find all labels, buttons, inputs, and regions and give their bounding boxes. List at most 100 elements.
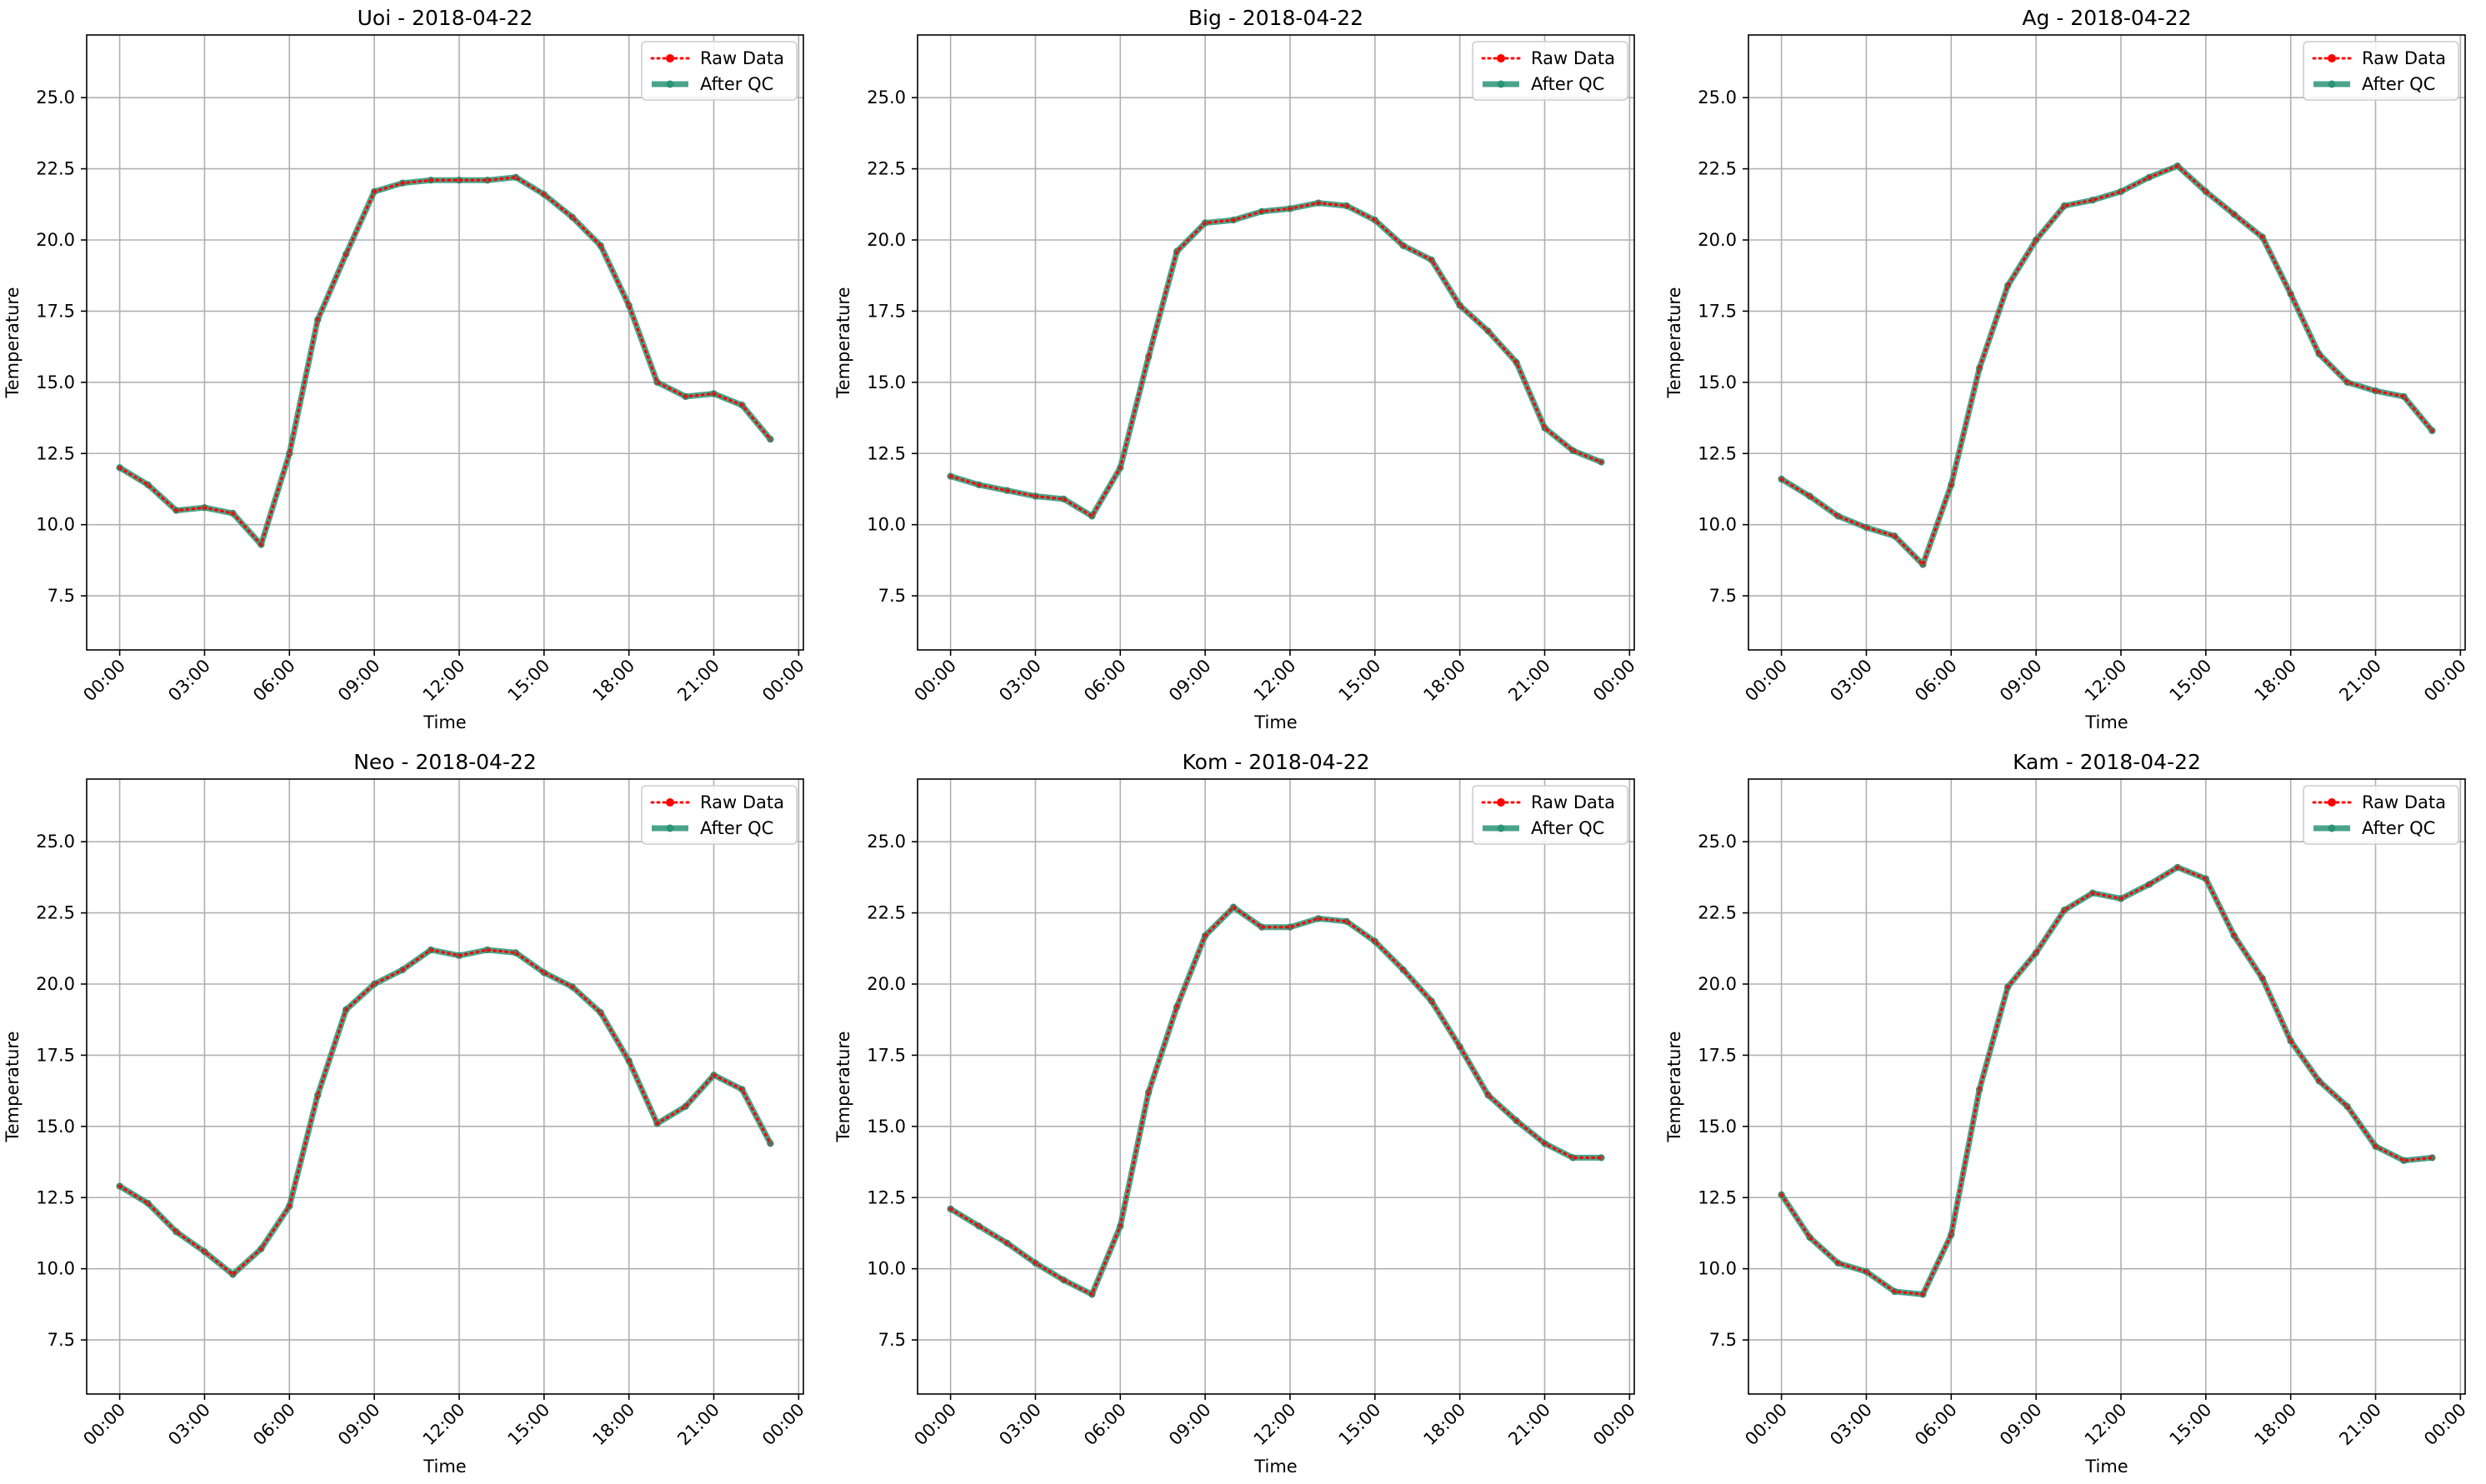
raw-data-point xyxy=(428,947,434,953)
legend: Raw Data After QC xyxy=(2303,785,2459,845)
raw-data-point xyxy=(399,180,406,187)
x-tick-label: 00:00 xyxy=(1741,1400,1791,1450)
x-tick-label: 21:00 xyxy=(1504,656,1554,706)
x-tick-label: 03:00 xyxy=(995,656,1045,706)
raw-data-point xyxy=(1891,532,1898,539)
raw-data-point xyxy=(626,1057,633,1064)
raw-data-point xyxy=(1117,464,1123,471)
raw-data-point xyxy=(399,967,406,973)
legend-qc-marker xyxy=(666,80,674,88)
raw-data-point xyxy=(1457,302,1463,309)
legend-qc-marker xyxy=(2328,80,2336,88)
raw-data-point xyxy=(1230,217,1237,223)
raw-data-point xyxy=(2203,188,2209,195)
raw-data-point xyxy=(1863,524,1869,531)
legend-qc-label: After QC xyxy=(2362,818,2435,838)
legend: Raw Data After QC xyxy=(1472,785,1628,845)
raw-data-point xyxy=(2231,211,2238,217)
raw-data-point xyxy=(569,983,576,990)
raw-data-point xyxy=(1145,353,1152,360)
raw-data-point xyxy=(541,969,548,976)
y-tick-label: 20.0 xyxy=(867,230,906,250)
raw-data-point xyxy=(1919,562,1926,567)
y-tick-label: 10.0 xyxy=(1698,1259,1737,1279)
raw-data-point xyxy=(2033,237,2039,243)
raw-data-point xyxy=(1598,459,1604,465)
raw-data-point xyxy=(371,981,378,987)
raw-data-point xyxy=(2316,351,2323,357)
legend-qc-label: After QC xyxy=(1531,74,1604,94)
x-tick-label: 09:00 xyxy=(334,1400,384,1450)
x-tick-label: 15:00 xyxy=(1335,656,1385,706)
raw-data-point xyxy=(1400,242,1407,249)
raw-data-point xyxy=(145,1200,152,1207)
raw-data-point xyxy=(2089,197,2096,203)
raw-data-point xyxy=(2118,188,2124,195)
raw-data-point xyxy=(1372,938,1378,945)
raw-data-point xyxy=(2259,234,2266,241)
y-tick-label: 22.5 xyxy=(867,159,906,179)
y-tick-label: 12.5 xyxy=(36,1187,75,1207)
raw-data-point xyxy=(1372,217,1378,223)
raw-data-point xyxy=(2033,949,2039,956)
raw-data-point xyxy=(1032,493,1038,499)
y-axis-label: Temperature xyxy=(833,287,853,398)
x-tick-label: 00:00 xyxy=(758,1400,808,1450)
legend-raw-marker xyxy=(2328,798,2336,807)
x-tick-label: 09:00 xyxy=(1165,656,1215,706)
x-tick-label: 21:00 xyxy=(2335,1400,2385,1450)
series-raw-data-line xyxy=(949,202,1603,518)
raw-data-point xyxy=(201,1248,208,1255)
raw-data-point xyxy=(976,482,983,488)
x-axis-label: Time xyxy=(2084,712,2128,732)
y-tick-label: 12.5 xyxy=(1698,1187,1737,1207)
raw-data-point xyxy=(1863,1268,1869,1275)
y-tick-label: 10.0 xyxy=(36,515,75,535)
x-tick-label: 09:00 xyxy=(1996,1400,2046,1450)
legend-raw-marker xyxy=(1497,54,1505,62)
raw-data-point xyxy=(513,174,519,181)
series-raw-data-line xyxy=(1780,164,2433,567)
y-tick-label: 22.5 xyxy=(1698,903,1737,923)
raw-data-point xyxy=(1060,496,1067,502)
x-tick-label: 06:00 xyxy=(249,1400,299,1450)
x-tick-label: 18:00 xyxy=(1419,1400,1469,1450)
series-raw-data-line xyxy=(1780,866,2433,1296)
raw-data-point xyxy=(1088,1291,1095,1297)
series-raw-data-line xyxy=(118,948,772,1277)
y-tick-label: 20.0 xyxy=(867,974,906,994)
raw-data-point xyxy=(738,402,745,408)
x-tick-label: 18:00 xyxy=(588,1400,638,1450)
y-tick-label: 20.0 xyxy=(36,974,75,994)
raw-data-point xyxy=(1778,1192,1785,1198)
raw-data-point xyxy=(2259,975,2266,982)
raw-data-point xyxy=(2344,379,2351,386)
raw-data-point xyxy=(1976,365,1983,372)
series-raw-data-line xyxy=(118,176,772,547)
y-tick-label: 15.0 xyxy=(36,1117,75,1137)
legend-qc-label: After QC xyxy=(700,818,773,838)
x-tick-label: 03:00 xyxy=(164,656,214,706)
after-qc-point xyxy=(2428,1154,2436,1162)
x-tick-label: 21:00 xyxy=(1504,1400,1554,1450)
x-tick-label: 12:00 xyxy=(419,656,469,706)
raw-data-point xyxy=(145,482,152,488)
raw-data-point xyxy=(1485,327,1492,334)
raw-data-point xyxy=(2004,282,2011,289)
plot-area xyxy=(1748,779,2465,1394)
y-tick-label: 10.0 xyxy=(1698,515,1737,535)
raw-data-point xyxy=(343,251,349,257)
y-tick-label: 17.5 xyxy=(36,1045,75,1065)
x-tick-label: 12:00 xyxy=(1250,1400,1300,1450)
y-tick-label: 12.5 xyxy=(1698,443,1737,463)
raw-data-point xyxy=(2373,1143,2378,1150)
y-tick-label: 12.5 xyxy=(36,443,75,463)
raw-data-point xyxy=(1145,1089,1152,1096)
y-tick-label: 17.5 xyxy=(1698,301,1737,321)
x-tick-label: 00:00 xyxy=(1741,656,1791,706)
y-tick-label: 17.5 xyxy=(36,301,75,321)
raw-data-point xyxy=(1088,512,1095,519)
raw-data-point xyxy=(1202,932,1208,939)
x-tick-label: 00:00 xyxy=(1589,1400,1639,1450)
plot-area xyxy=(87,779,803,1394)
